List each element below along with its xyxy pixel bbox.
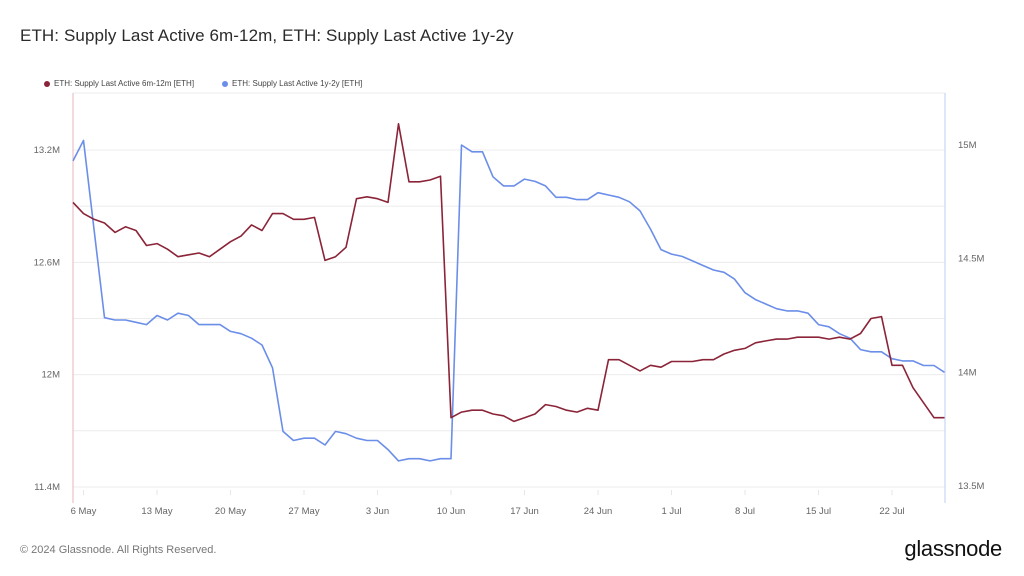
copyright: © 2024 Glassnode. All Rights Reserved. [20, 544, 217, 556]
svg-text:11.4M: 11.4M [34, 482, 60, 493]
glassnode-logo: glassnode [904, 536, 1002, 561]
svg-text:6 May: 6 May [71, 506, 97, 517]
svg-text:22 Jul: 22 Jul [879, 506, 904, 517]
legend-item-1y2y[interactable]: ETH: Supply Last Active 1y-2y [ETH] [222, 79, 362, 88]
svg-text:8 Jul: 8 Jul [735, 506, 755, 517]
svg-text:12.6M: 12.6M [34, 257, 60, 268]
grid-lines [73, 92, 945, 488]
legend: ETH: Supply Last Active 6m-12m [ETH] ETH… [44, 79, 362, 88]
svg-text:13 May: 13 May [141, 506, 172, 517]
chart-title: ETH: Supply Last Active 6m-12m, ETH: Sup… [20, 26, 514, 45]
right-axis-ticks: 13.5M 14M 14.5M 15M [958, 140, 984, 492]
x-axis-ticks: 6 May 13 May 20 May 27 May 3 Jun 10 Jun 17 Jun… [71, 490, 905, 517]
svg-text:20 May: 20 May [215, 506, 246, 517]
svg-text:1 Jul: 1 Jul [661, 506, 681, 517]
legend-item-6m12m[interactable]: ETH: Supply Last Active 6m-12m [ETH] [44, 79, 194, 88]
series-line-6m12m [72, 123, 945, 423]
svg-text:17 Jun: 17 Jun [510, 506, 539, 517]
svg-text:14M: 14M [958, 367, 977, 378]
svg-text:14.5M: 14.5M [958, 254, 984, 265]
svg-text:15M: 15M [958, 140, 977, 151]
svg-text:27 May: 27 May [288, 506, 319, 517]
svg-text:15 Jul: 15 Jul [806, 506, 831, 517]
legend-dot-blue-icon [222, 80, 229, 87]
svg-text:3 Jun: 3 Jun [366, 506, 389, 517]
left-axis-ticks: 11.4M 12M 12.6M 13.2M [34, 145, 60, 493]
svg-text:12M: 12M [42, 370, 61, 381]
legend-label: ETH: Supply Last Active 1y-2y [ETH] [232, 79, 363, 88]
svg-text:13.2M: 13.2M [34, 145, 60, 156]
legend-dot-red-icon [44, 80, 50, 87]
legend-label: ETH: Supply Last Active 6m-12m [ETH] [54, 79, 195, 88]
series-line-1y2y [72, 139, 945, 462]
svg-text:10 Jun: 10 Jun [437, 506, 466, 517]
svg-text:24 Jun: 24 Jun [584, 506, 613, 517]
svg-text:13.5M: 13.5M [958, 481, 984, 492]
